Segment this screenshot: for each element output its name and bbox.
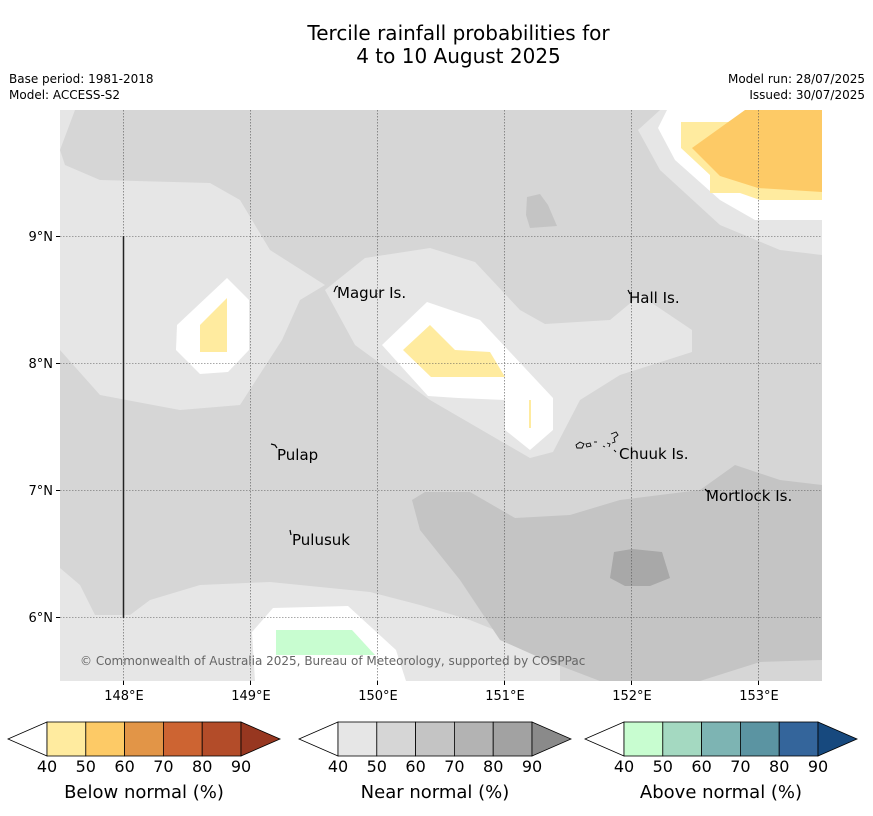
colorbar-tick-label: 70 — [730, 757, 750, 776]
colorbar-tick-label: 70 — [153, 757, 173, 776]
colorbar-tick-label: 80 — [192, 757, 212, 776]
lat-tick-labels: 9°N 8°N 7°N 6°N — [29, 230, 54, 626]
title-line-1: Tercile rainfall probabilities for — [307, 21, 610, 45]
colorbar-label: Below normal (%) — [64, 782, 224, 803]
mortlock-island-mark — [704, 488, 709, 493]
place-label-magur: Magur Is. — [337, 284, 406, 302]
model-name: Model: ACCESS-S2 — [9, 88, 121, 102]
lat-tick-label: 8°N — [29, 357, 54, 372]
model-run: Model run: 28/07/2025 — [727, 72, 865, 86]
lon-tick-labels: 148°E 149°E 150°E 151°E 152°E 153°E — [104, 689, 779, 704]
colorbar-tick-label: 80 — [769, 757, 789, 776]
map-title: Tercile rainfall probabilities for 4 to … — [0, 22, 873, 68]
colorbar-tick-label: 70 — [444, 757, 464, 776]
colorbar-swatch — [85, 721, 126, 757]
colorbar-swatch — [492, 721, 533, 757]
lat-tick-label: 7°N — [29, 484, 54, 499]
near-normal-80-patch — [610, 549, 670, 586]
colorbar-tick-label: 40 — [614, 757, 634, 776]
below-normal-50-sliver — [529, 400, 531, 428]
lon-tick-label: 152°E — [612, 689, 652, 704]
island-marks — [270, 285, 709, 536]
place-label-mortlock: Mortlock Is. — [706, 487, 792, 505]
chuuk-lagoon-islands — [575, 431, 619, 453]
title-line-2: 4 to 10 August 2025 — [356, 44, 561, 68]
colorbar-swatch — [740, 721, 780, 757]
colorbar-swatch — [778, 721, 819, 757]
map-gridlines — [60, 110, 822, 681]
colorbar-swatch — [376, 721, 416, 757]
pulusuk-island-mark — [289, 529, 292, 536]
pulap-island-mark — [270, 443, 278, 449]
below-normal-60-northeast — [692, 110, 822, 192]
colorbar: 40 50 60 70 80 90 Below normal (%) — [6, 721, 282, 803]
meta-left: Base period: 1981-2018 Model: ACCESS-S2 — [9, 71, 154, 103]
colorbar-tick-label: 60 — [405, 757, 425, 776]
hall-island-mark — [627, 289, 631, 295]
below-normal-50-central — [403, 325, 505, 377]
colorbars: 40 50 60 70 80 90 Below normal (%) 40 50 60 70 80 90… — [6, 721, 859, 803]
lon-tick-label: 150°E — [358, 689, 398, 704]
colorbar-tick-label: 40 — [328, 757, 348, 776]
above-normal-50-south — [276, 630, 375, 655]
colorbar-label: Above normal (%) — [640, 782, 802, 803]
lat-tick-label: 9°N — [29, 230, 54, 245]
near-normal-50-west — [60, 110, 325, 410]
lon-tick-label: 148°E — [104, 689, 144, 704]
colorbar-extend-low — [583, 721, 625, 757]
colorbar-extend-high — [817, 721, 859, 757]
map-contours — [60, 110, 822, 681]
place-label-pulusuk: Pulusuk — [292, 531, 350, 549]
meta-right: Model run: 28/07/2025 Issued: 30/07/2025 — [728, 71, 865, 103]
place-labels: Magur Is. Hall Is. Pulap Chuuk Is. Mortl… — [277, 284, 792, 549]
colorbar-swatch — [337, 721, 378, 757]
colorbar-tick-label: 90 — [808, 757, 828, 776]
colorbar-swatch — [46, 721, 87, 757]
base-period: Base period: 1981-2018 — [9, 72, 154, 86]
colorbar-tick-label: 90 — [231, 757, 251, 776]
colorbar-tick-label: 80 — [483, 757, 503, 776]
colorbar-extend-high — [240, 721, 282, 757]
magur-island-mark — [333, 285, 339, 293]
issued-date: Issued: 30/07/2025 — [749, 88, 865, 102]
colorbar-tick-label: 60 — [114, 757, 134, 776]
colorbar-label: Near normal (%) — [361, 782, 510, 803]
lon-tick-label: 153°E — [739, 689, 779, 704]
axis-ticks — [56, 236, 759, 685]
colorbar-extend-low — [297, 721, 339, 757]
place-label-chuuk: Chuuk Is. — [619, 445, 688, 463]
colorbar-swatch — [124, 721, 164, 757]
copyright-notice: © Commonwealth of Australia 2025, Bureau… — [80, 654, 585, 668]
colorbar-tick-label: 50 — [367, 757, 387, 776]
near-normal-70-patch — [526, 194, 557, 228]
colorbar-tick-label: 50 — [76, 757, 96, 776]
place-label-hall: Hall Is. — [629, 289, 680, 307]
lat-tick-label: 6°N — [29, 611, 54, 626]
colorbar: 40 50 60 70 80 90 Above normal (%) — [583, 721, 859, 803]
colorbar-tick-label: 60 — [691, 757, 711, 776]
lon-tick-label: 151°E — [485, 689, 525, 704]
colorbar-tick-label: 90 — [522, 757, 542, 776]
place-label-pulap: Pulap — [277, 446, 318, 464]
colorbar-tick-label: 50 — [653, 757, 673, 776]
colorbar: 40 50 60 70 80 90 Near normal (%) — [297, 721, 573, 803]
colorbar-swatch — [662, 721, 702, 757]
colorbar-swatch — [453, 721, 494, 757]
colorbar-swatch — [623, 721, 664, 757]
colorbar-swatch — [201, 721, 242, 757]
colorbar-swatch — [415, 721, 455, 757]
colorbar-swatch — [701, 721, 741, 757]
colorbar-swatch — [162, 721, 203, 757]
colorbar-extend-low — [6, 721, 48, 757]
below-normal-50-west — [200, 298, 227, 352]
colorbar-tick-label: 40 — [37, 757, 57, 776]
colorbar-extend-high — [531, 721, 573, 757]
lon-tick-label: 149°E — [231, 689, 271, 704]
